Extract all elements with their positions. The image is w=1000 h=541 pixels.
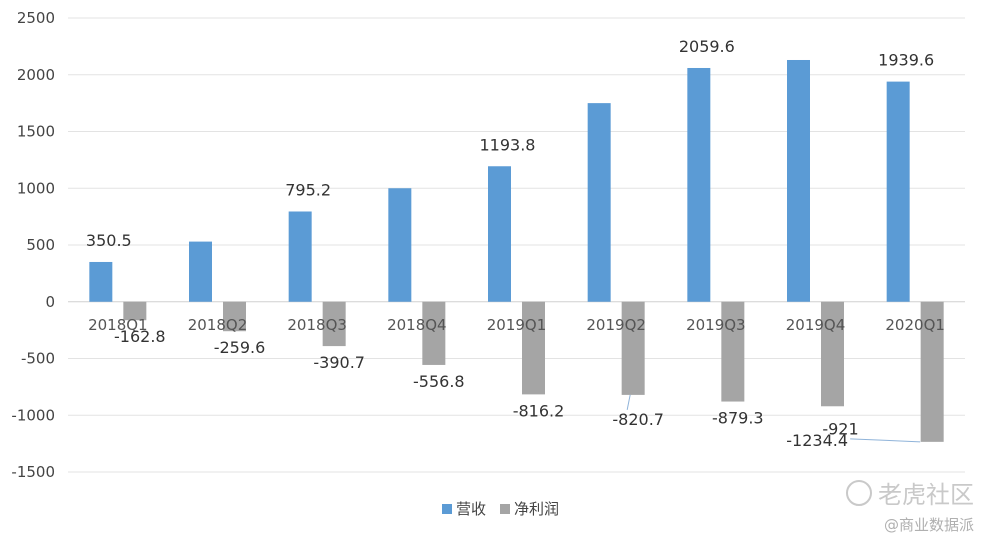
category-label: 2019Q3 <box>686 316 746 334</box>
watermark-author: @商业数据派 <box>884 516 975 534</box>
net-profit-bar <box>621 301 645 395</box>
y-axis-ticks: 2500 2000 1500 1000 500 0 -500 -1000 -1500 <box>11 9 55 481</box>
legend-swatch-net-profit <box>500 503 511 514</box>
tiger-logo-icon <box>846 479 872 506</box>
net-profit-data-label: -820.7 <box>612 410 664 429</box>
legend: 营收 净利润 <box>442 498 573 519</box>
category-label: 2019Q4 <box>786 316 846 334</box>
category-label: 2019Q1 <box>487 316 547 334</box>
bars <box>89 59 944 442</box>
net-profit-bar <box>123 301 147 321</box>
category-label: 2018Q1 <box>88 316 148 334</box>
leader-line <box>850 438 921 443</box>
revenue-data-label: 2059.6 <box>679 37 735 56</box>
y-tick-label: 0 <box>45 293 55 311</box>
revenue-bar <box>388 188 412 302</box>
net-profit-data-label: -259.6 <box>214 338 266 357</box>
y-tick-label: 500 <box>26 236 55 254</box>
leader-line <box>626 394 631 410</box>
net-profit-bar <box>821 301 844 407</box>
y-tick-label: -1500 <box>11 463 55 481</box>
gridlines <box>68 17 965 473</box>
y-tick-label: 2000 <box>17 66 55 84</box>
category-label: 2018Q4 <box>387 316 447 334</box>
net-profit-data-label: -816.2 <box>513 401 565 420</box>
revenue-data-label: 1193.8 <box>480 135 536 154</box>
watermark-brand-text: 老虎社区 <box>878 481 974 509</box>
category-label: 2018Q2 <box>188 316 248 334</box>
leader-lines <box>626 394 921 443</box>
net-profit-data-label: -556.8 <box>413 372 465 391</box>
net-profit-bar <box>223 301 246 332</box>
watermark-brand: 老虎社区 <box>846 475 974 510</box>
net-profit-bar <box>322 301 346 347</box>
net-profit-bar <box>522 301 545 395</box>
revenue-bar <box>687 67 711 302</box>
revenue-data-label: 350.5 <box>86 231 132 250</box>
legend-label-revenue: 营收 <box>456 500 487 518</box>
y-tick-label: -500 <box>21 350 55 368</box>
net-profit-data-label: -1234.4 <box>786 431 848 450</box>
net-profit-data-label: -921 <box>822 419 858 438</box>
legend-item-net-profit[interactable]: 净利润 <box>500 498 559 519</box>
legend-item-revenue[interactable]: 营收 <box>442 498 486 519</box>
revenue-bar <box>189 241 212 302</box>
revenue-bar <box>587 103 611 302</box>
net-profit-bar <box>721 301 745 402</box>
net-profit-bar <box>422 301 446 365</box>
revenue-data-label: 795.2 <box>285 180 331 199</box>
y-tick-label: 1000 <box>17 179 55 197</box>
y-tick-label: -1000 <box>11 406 55 424</box>
category-label: 2020Q1 <box>885 316 945 334</box>
category-label: 2019Q2 <box>586 316 646 334</box>
revenue-bar <box>886 81 910 302</box>
net-profit-bar <box>920 301 944 442</box>
revenue-bar <box>288 211 312 302</box>
category-labels: 2018Q1 2018Q2 2018Q3 2018Q4 2019Q1 2019Q2 2019… <box>88 316 945 334</box>
revenue-data-label: 1939.6 <box>878 51 934 70</box>
y-tick-label: 2500 <box>17 9 55 27</box>
category-label: 2018Q3 <box>287 316 347 334</box>
revenue-bar <box>89 261 113 302</box>
legend-label-net-profit: 净利润 <box>514 500 560 518</box>
revenue-bar <box>488 166 511 302</box>
data-labels: 350.5 795.2 1193.8 2059.6 1939.6 -162.8 -259.6… <box>86 37 934 450</box>
net-profit-data-label: -390.7 <box>313 353 365 372</box>
revenue-bar <box>787 59 810 302</box>
net-profit-data-label: -162.8 <box>114 327 166 346</box>
y-tick-label: 1500 <box>17 123 55 141</box>
net-profit-data-label: -879.3 <box>712 409 764 428</box>
legend-swatch-revenue <box>442 503 452 514</box>
